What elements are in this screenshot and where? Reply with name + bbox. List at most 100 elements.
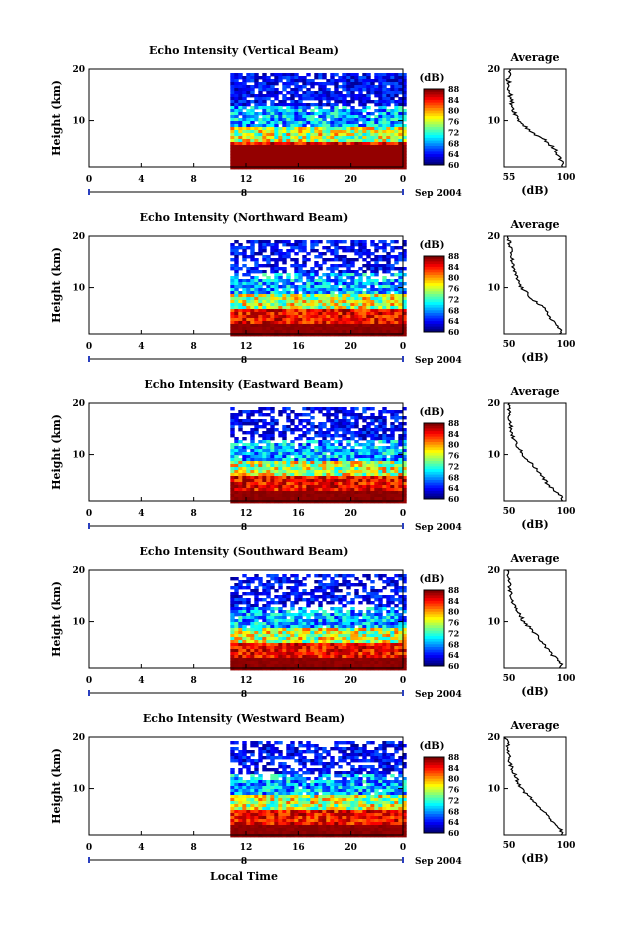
heatmap-cell — [366, 330, 371, 334]
heatmap-cell — [286, 297, 291, 301]
heatmap-cell — [286, 252, 291, 256]
heatmap-cell — [230, 124, 235, 128]
colorbar-segment — [424, 162, 444, 166]
heatmap-cell — [294, 637, 299, 641]
heatmap-cell — [338, 246, 343, 250]
heatmap-cell — [274, 121, 279, 125]
heatmap-cell — [326, 497, 331, 501]
heatmap-cell — [390, 434, 395, 438]
heatmap-cell — [374, 294, 379, 298]
heatmap-cell — [266, 315, 271, 319]
heatmap-cell — [250, 276, 255, 280]
heatmap-cell — [382, 607, 387, 611]
heatmap-cell — [282, 255, 287, 259]
heatmap-cell — [286, 142, 291, 146]
heatmap-cell — [346, 500, 351, 504]
heatmap-cell — [314, 300, 319, 304]
heatmap-cell — [330, 464, 335, 468]
heatmap-cell — [338, 297, 343, 301]
heatmap-cell — [306, 431, 311, 435]
heatmap-cell — [254, 446, 259, 450]
heatmap-cell — [234, 640, 239, 644]
heatmap-cell — [258, 240, 263, 244]
heatmap-cell — [302, 288, 307, 292]
heatmap-cell — [322, 640, 327, 644]
heatmap-cell — [354, 583, 359, 587]
heatmap-cell — [334, 413, 339, 417]
heatmap-cell — [266, 431, 271, 435]
heatmap-cell — [358, 279, 363, 283]
heatmap-cell — [230, 592, 235, 596]
heatmap-cell — [270, 631, 275, 635]
heatmap-cell — [398, 79, 403, 83]
heatmap-cell — [366, 667, 371, 671]
heatmap-cell — [346, 574, 351, 578]
colorbar-tick-label: 88 — [448, 251, 460, 261]
heatmap-cell — [306, 154, 311, 158]
heatmap-cell — [370, 88, 375, 92]
heatmap-cell — [270, 634, 275, 638]
heatmap-cell — [310, 482, 315, 486]
heatmap-cell — [354, 637, 359, 641]
heatmap-cell — [346, 166, 351, 170]
heatmap-cell — [370, 324, 375, 328]
heatmap-cell — [270, 622, 275, 626]
heatmap-cell — [234, 258, 239, 262]
heatmap-cell — [326, 455, 331, 459]
heatmap-cell — [290, 616, 295, 620]
heatmap-cell — [258, 440, 263, 444]
heatmap-cell — [398, 321, 403, 325]
heatmap-cell — [386, 73, 391, 77]
heatmap-cell — [334, 598, 339, 602]
heatmap-cell — [266, 655, 271, 659]
average-title: Average — [509, 385, 559, 398]
heatmap-cell — [358, 449, 363, 453]
colorbar-segment — [424, 275, 444, 279]
heatmap-cell — [262, 625, 267, 629]
heatmap-cell — [322, 97, 327, 101]
heatmap-cell — [286, 288, 291, 292]
heatmap-cell — [342, 464, 347, 468]
heatmap-cell — [402, 115, 407, 119]
heatmap-cell — [250, 246, 255, 250]
heatmap-cell — [278, 294, 283, 298]
heatmap-cell — [294, 583, 299, 587]
heatmap-cell — [350, 76, 355, 80]
heatmap-cell — [338, 649, 343, 653]
heatmap-cell — [254, 103, 259, 107]
heatmap-cell — [330, 428, 335, 432]
heatmap-cell — [310, 428, 315, 432]
heatmap-cell — [234, 327, 239, 331]
heatmap-cell — [298, 327, 303, 331]
heatmap-cell — [338, 497, 343, 501]
heatmap-cell — [242, 324, 247, 328]
heatmap-cell — [230, 285, 235, 289]
heatmap-cell — [298, 464, 303, 468]
heatmap-cell — [386, 97, 391, 101]
heatmap-cell — [266, 136, 271, 140]
heatmap-cell — [230, 85, 235, 89]
heatmap-cell — [390, 85, 395, 89]
heatmap-cell — [290, 321, 295, 325]
heatmap-cell — [254, 658, 259, 662]
heatmap-cell — [386, 580, 391, 584]
heatmap-cell — [254, 79, 259, 83]
heatmap-cell — [334, 327, 339, 331]
heatmap-cell — [298, 467, 303, 471]
colorbar-segment — [424, 99, 444, 104]
heatmap-cell — [294, 163, 299, 167]
heatmap-cell — [290, 443, 295, 447]
heatmap-cell — [262, 136, 267, 140]
heatmap-cell — [238, 267, 243, 271]
heatmap-cell — [342, 127, 347, 131]
heatmap-cell — [318, 485, 323, 489]
heatmap-cell — [298, 652, 303, 656]
heatmap-cell — [322, 637, 327, 641]
heatmap-cell — [322, 664, 327, 668]
heatmap-cell — [386, 112, 391, 116]
heatmap-cell — [382, 264, 387, 268]
heatmap-cell — [262, 300, 267, 304]
heatmap-cell — [250, 151, 255, 155]
heatmap-cell — [258, 500, 263, 504]
heatmap-cell — [330, 628, 335, 632]
